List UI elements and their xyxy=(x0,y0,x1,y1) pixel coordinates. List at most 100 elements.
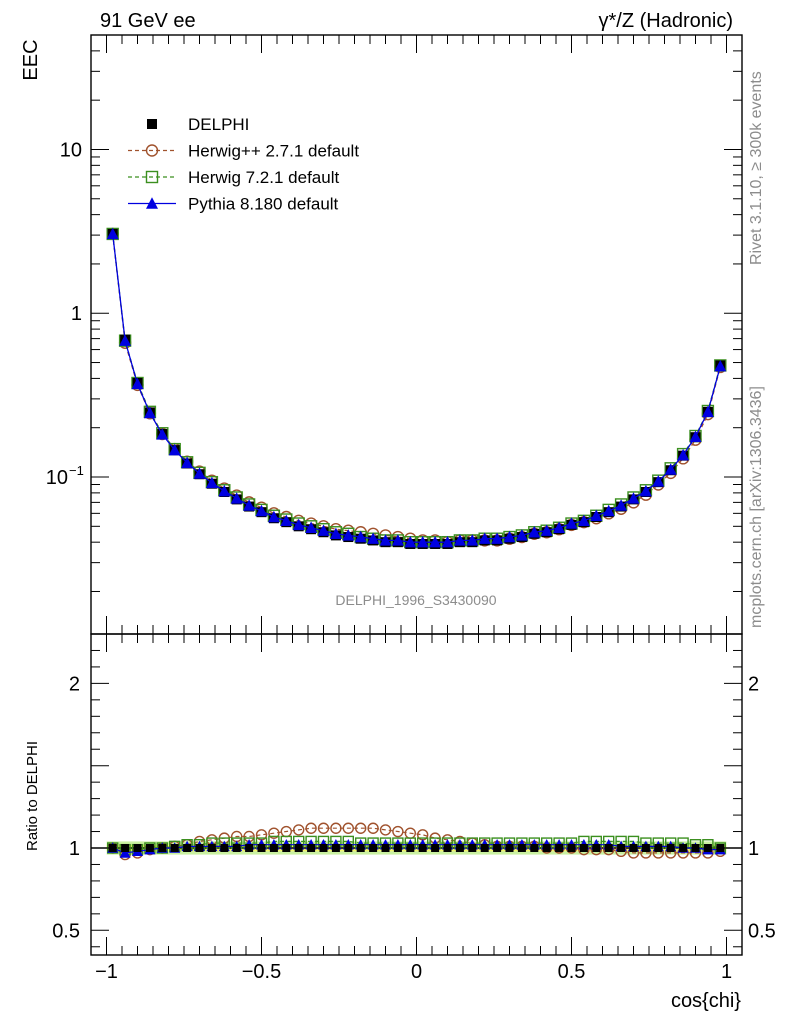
ratio-point-herwigpp xyxy=(330,822,342,834)
legend-marker-data xyxy=(147,119,157,129)
legend-label-herwig7: Herwig 7.2.1 default xyxy=(188,168,339,187)
header-left: 91 GeV ee xyxy=(100,10,196,32)
ratio-point-data xyxy=(691,844,700,852)
data-point-pythia xyxy=(280,514,293,527)
data-point-pythia xyxy=(466,534,479,546)
legend-marker-pythia xyxy=(146,197,158,209)
data-point-pythia xyxy=(540,524,553,536)
ratio-point-data xyxy=(443,844,452,852)
ratio-point-herwigpp xyxy=(355,822,367,834)
y-tick-label: 1 xyxy=(71,303,82,325)
data-point-pythia xyxy=(602,504,615,517)
y-tick-label: 10 xyxy=(60,139,82,161)
data-point-pythia xyxy=(367,532,380,544)
ratio-point-data xyxy=(108,844,117,852)
ratio-point-data xyxy=(294,844,303,852)
data-point-pythia xyxy=(119,334,132,346)
ratio-point-data xyxy=(567,844,576,852)
legend-label-pythia: Pythia 8.180 default xyxy=(188,195,339,214)
series-line-herwigpp xyxy=(112,233,721,543)
ratio-point-data xyxy=(269,844,278,852)
legend-label-herwigpp: Herwig++ 2.7.1 default xyxy=(188,142,359,161)
y-tick-label: 10 xyxy=(46,467,68,489)
ratio-point-herwigpp xyxy=(268,827,280,839)
ratio-point-data xyxy=(245,844,254,852)
legend-marker-herwig7 xyxy=(145,170,159,184)
ratio-point-data xyxy=(418,844,427,852)
ratio-point-data xyxy=(592,844,601,852)
x-tick-label: −0.5 xyxy=(242,961,281,983)
ratio-line-herwig7 xyxy=(112,840,721,851)
rivet-label: Rivet 3.1.10, ≥ 300k events xyxy=(748,71,765,265)
data-point-pythia xyxy=(205,476,218,489)
ratio-point-herwigpp xyxy=(342,822,354,834)
ratio-point-data xyxy=(393,844,402,852)
y-tick-label: 1 xyxy=(69,838,80,860)
data-point-pythia xyxy=(131,377,144,390)
ratio-point-data xyxy=(381,844,390,852)
ratio-frame xyxy=(90,633,743,956)
ratio-series-data xyxy=(108,844,725,852)
data-point-pythia xyxy=(577,514,590,527)
ratio-point-data xyxy=(319,844,328,852)
ratio-point-data xyxy=(542,844,551,852)
data-point-pythia xyxy=(565,517,578,529)
ratio-point-data xyxy=(517,844,526,852)
y-tick-label: 2 xyxy=(69,673,80,695)
data-point-pythia xyxy=(243,499,256,511)
data-point-pythia xyxy=(255,504,268,517)
ratio-point-data xyxy=(195,844,204,852)
ratio-point-data xyxy=(133,844,142,852)
ratio-point-data xyxy=(617,844,626,852)
ratio-point-data xyxy=(257,844,266,852)
analysis-watermark: DELPHI_1996_S3430090 xyxy=(335,592,496,608)
data-point-pythia xyxy=(503,530,516,543)
ratio-point-data xyxy=(703,844,712,852)
data-point-pythia xyxy=(528,526,541,538)
data-point-pythia xyxy=(429,535,442,548)
data-point-pythia xyxy=(453,534,466,546)
data-point-pythia xyxy=(317,524,330,536)
ratio-point-data xyxy=(406,844,415,852)
legend-label-data: DELPHI xyxy=(188,115,249,134)
ratio-point-data xyxy=(641,844,650,852)
ratio-point-data xyxy=(505,844,514,852)
ratio-point-data xyxy=(220,844,229,852)
data-point-pythia xyxy=(441,535,454,548)
ratio-point-data xyxy=(455,844,464,852)
y-tick-label-right: 1 xyxy=(748,838,759,860)
ratio-point-herwigpp xyxy=(317,822,330,834)
ratio-point-data xyxy=(654,844,663,852)
data-point-pythia xyxy=(627,492,640,504)
data-point-pythia xyxy=(230,492,243,504)
y-tick-label-exponent: −1 xyxy=(69,463,84,478)
ratio-point-data xyxy=(232,844,241,852)
ratio-point-data xyxy=(716,844,725,852)
data-point-pythia xyxy=(652,475,665,487)
data-point-pythia xyxy=(329,527,342,540)
ratio-point-data xyxy=(555,844,564,852)
y-tick-label-right: 2 xyxy=(748,673,759,695)
data-point-pythia xyxy=(391,534,404,546)
ratio-point-data xyxy=(307,844,316,852)
ratio-point-data xyxy=(431,844,440,852)
data-point-pythia xyxy=(193,467,206,479)
data-point-pythia xyxy=(305,521,318,533)
data-point-pythia xyxy=(714,359,727,372)
x-tick-label: 1 xyxy=(721,961,732,983)
ratio-point-herwigpp xyxy=(293,824,305,836)
main-ylabel: EEC xyxy=(20,39,42,80)
ratio-point-data xyxy=(331,844,340,852)
ratio-point-data xyxy=(282,844,291,852)
legend-entry-herwigpp: Herwig++ 2.7.1 default xyxy=(128,142,359,161)
ratio-point-data xyxy=(480,844,489,852)
data-point-pythia xyxy=(168,443,181,456)
ratio-point-data xyxy=(183,844,192,852)
data-point-pythia xyxy=(515,529,528,541)
data-point-pythia xyxy=(677,448,690,461)
data-point-pythia xyxy=(404,535,417,548)
ratio-point-data xyxy=(145,844,154,852)
ratio-point-data xyxy=(121,844,130,852)
ratio-ylabel: Ratio to DELPHI xyxy=(24,741,41,851)
